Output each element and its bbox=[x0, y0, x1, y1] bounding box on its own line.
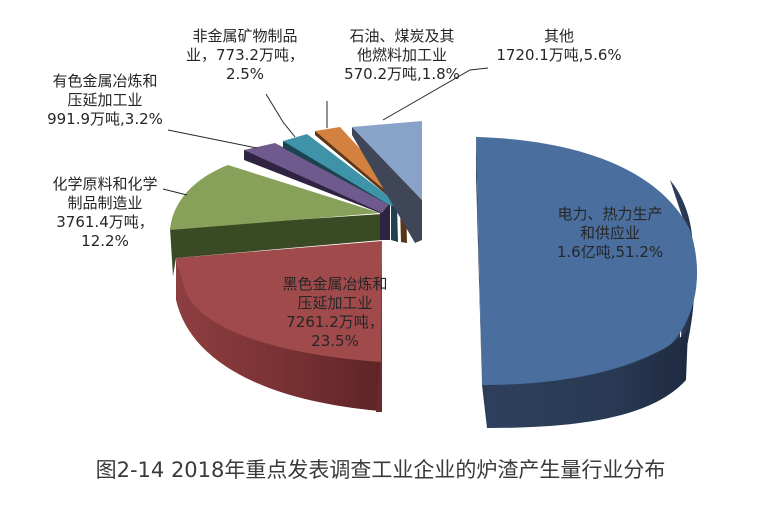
leader-nonmetal bbox=[265, 93, 296, 138]
slice-nonferrous[interactable] bbox=[244, 143, 390, 240]
slice-nonmetal[interactable] bbox=[283, 134, 399, 242]
label-power: 电力、热力生产 和供应业 1.6亿吨,51.2% bbox=[556, 205, 664, 261]
slice-power[interactable] bbox=[476, 137, 698, 428]
slice-chemical[interactable] bbox=[170, 165, 382, 276]
slice-other[interactable] bbox=[352, 121, 422, 243]
chart-caption: 图2-14 2018年重点发表调查工业企业的炉渣产生量行业分布 bbox=[95, 458, 666, 482]
leader-lines bbox=[162, 67, 489, 196]
label-other: 其他 1720.1万吨,5.6% bbox=[496, 27, 622, 64]
label-nonferrous: 有色金属冶炼和 压延加工业 991.9万吨,3.2% bbox=[47, 72, 163, 128]
label-petroleum: 石油、煤炭及其 他燃料加工业 570.2万吨,1.8% bbox=[344, 27, 460, 83]
label-ferrous: 黑色金属冶炼和 压延加工业 7261.2万吨， 23.5% bbox=[282, 275, 388, 350]
label-nonmetal: 非金属矿物制品 业，773.2万吨， 2.5% bbox=[186, 27, 304, 83]
label-chemical: 化学原料和化学 制品制造业 3761.4万吨， 12.2% bbox=[52, 175, 158, 250]
leader-chemical bbox=[162, 188, 188, 196]
leader-other bbox=[382, 67, 489, 121]
leader-nonferrous bbox=[167, 129, 258, 149]
slice-ferrous[interactable] bbox=[176, 241, 382, 412]
